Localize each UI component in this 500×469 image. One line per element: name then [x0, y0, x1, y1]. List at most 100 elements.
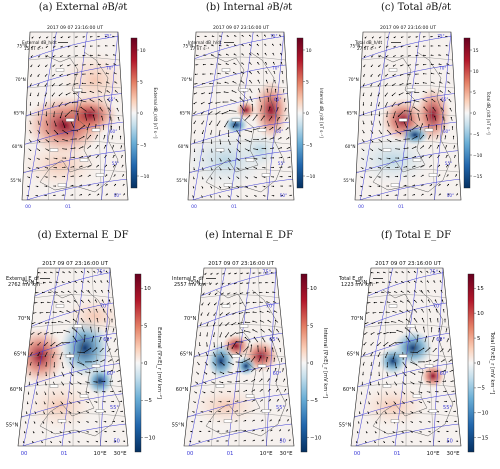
- magnetic-meridian-line: [230, 32, 254, 200]
- vector-arrow-head: [80, 271, 83, 273]
- vector-arrow-head: [90, 36, 92, 38]
- vector-arrow-head: [52, 75, 54, 77]
- station-marker: [73, 324, 83, 328]
- vector-arrow-head: [81, 175, 83, 177]
- vector-arrow: [66, 310, 71, 313]
- vector-arrow-head: [198, 354, 201, 356]
- vector-arrow-head: [37, 344, 39, 346]
- vector-arrow-head: [400, 36, 403, 38]
- vector-arrow-head: [394, 412, 396, 414]
- vector-arrow-head: [93, 280, 96, 282]
- vector-arrow-head: [194, 401, 196, 403]
- vector-arrow-head: [241, 53, 243, 55]
- timestamp: 2017 09 07 23:16:00 UT: [213, 25, 269, 31]
- vector-arrow-head: [117, 359, 119, 361]
- vector-arrow-head: [102, 347, 104, 350]
- vector-arrow: [78, 136, 84, 140]
- vector-arrow-head: [231, 90, 233, 92]
- vector-arrow-head: [398, 319, 400, 322]
- vector-arrow-head: [232, 126, 234, 128]
- vector-arrow-head: [220, 151, 222, 153]
- vector-arrow-head: [445, 45, 447, 47]
- vector-arrow-head: [364, 37, 366, 39]
- vector-arrow-head: [413, 194, 415, 196]
- vector-arrow-head: [89, 90, 91, 93]
- station-marker: [257, 364, 267, 368]
- vector-arrow-head: [449, 107, 451, 110]
- vector-arrow-head: [389, 271, 391, 273]
- vector-arrow-head: [447, 174, 449, 176]
- magnetic-latitude-label: 50°: [280, 193, 287, 198]
- vector-arrow-head: [90, 106, 92, 108]
- vector-arrow-head: [114, 81, 116, 83]
- vector-arrow-head: [241, 34, 243, 37]
- vector-arrow-head: [219, 35, 221, 37]
- vector-arrow: [276, 107, 279, 112]
- vector-arrow-head: [442, 348, 444, 350]
- vector-arrow: [53, 371, 56, 376]
- vector-arrow: [419, 135, 424, 140]
- vector-arrow-head: [201, 187, 204, 189]
- vector-arrow-head: [241, 44, 243, 46]
- colorbar: [296, 37, 304, 189]
- station-marker: [390, 183, 400, 187]
- vector-arrow: [52, 92, 55, 96]
- vector-arrow-head: [30, 65, 32, 68]
- vector-arrow-head: [45, 65, 47, 67]
- vector-arrow-head: [78, 412, 81, 414]
- magnetic-meridian-line: [64, 32, 88, 200]
- vector-arrow-head: [256, 114, 258, 116]
- vector-arrow-head: [97, 45, 99, 47]
- vector-arrow-head: [82, 364, 85, 366]
- vector-arrow-head: [44, 105, 47, 107]
- vector-arrow-head: [422, 372, 424, 374]
- vector-arrow-head: [113, 420, 115, 423]
- anomaly-patch: [191, 386, 261, 426]
- vector-arrow-head: [286, 117, 288, 119]
- vector-arrow-head: [38, 56, 40, 58]
- vector-arrow-head: [87, 270, 89, 273]
- vector-arrow-head: [39, 141, 41, 143]
- vector-arrow: [219, 322, 223, 326]
- vector-arrow-head: [447, 81, 449, 83]
- magnetic-latitude-line: [355, 177, 461, 200]
- vector-arrow-head: [440, 289, 442, 292]
- vector-arrow: [225, 322, 230, 326]
- vector-arrow-head: [96, 401, 98, 403]
- magnetic-latitude-label: 50°: [114, 193, 121, 198]
- colorbar-tick-label: 10: [477, 311, 484, 317]
- magnetic-latitude-line: [355, 63, 461, 92]
- vector-arrow-head: [96, 381, 98, 383]
- vector-arrow-head: [220, 178, 222, 180]
- vector-arrow-head: [444, 380, 446, 382]
- vector-arrow: [227, 148, 231, 153]
- vector-arrow-head: [54, 194, 56, 196]
- vector-arrow-head: [377, 95, 379, 97]
- vector-arrow-head: [425, 114, 427, 116]
- magnetic-latitude-label: 60°: [273, 371, 282, 377]
- vector-arrow-head: [193, 112, 195, 115]
- vector-arrow-head: [420, 299, 423, 301]
- vector-arrow-head: [82, 146, 84, 148]
- vector-arrow-head: [438, 421, 440, 423]
- vector-arrow-head: [72, 318, 75, 320]
- vector-arrow-head: [389, 331, 391, 334]
- longitude-label: 01: [394, 451, 401, 457]
- vector-arrow: [399, 83, 404, 86]
- vector-arrow-head: [116, 107, 118, 110]
- vector-arrow-head: [430, 63, 433, 65]
- vector-arrow: [266, 368, 269, 372]
- vector-arrow: [399, 92, 404, 95]
- vector-arrow-head: [248, 150, 250, 152]
- vector-arrow-head: [406, 83, 409, 85]
- vector-arrow-head: [60, 46, 62, 48]
- vector-arrow-head: [78, 441, 80, 443]
- vector-arrow: [411, 136, 417, 140]
- vector-arrow-head: [37, 185, 39, 188]
- map-frame: [21, 31, 129, 201]
- vector-arrow: [378, 101, 380, 106]
- vector-arrow-head: [45, 46, 48, 48]
- vector-arrow-head: [454, 410, 456, 412]
- station-marker: [398, 354, 408, 358]
- vector-arrow-head: [221, 391, 223, 393]
